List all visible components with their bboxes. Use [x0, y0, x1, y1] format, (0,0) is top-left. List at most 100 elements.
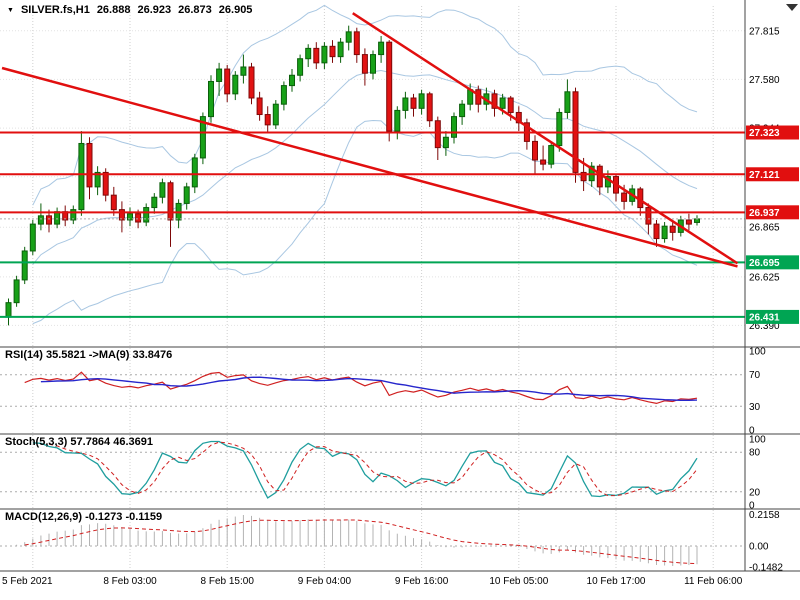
candle-body [451, 116, 457, 138]
rsi-axis-tick: 0 [749, 426, 755, 437]
chart-shift-marker-icon[interactable] [786, 4, 798, 11]
candle-body [378, 41, 385, 56]
price-level-tag[interactable] [746, 205, 799, 220]
candle-body [313, 47, 320, 64]
candle-body [596, 165, 603, 188]
candle-body [199, 116, 206, 159]
candle-body [564, 91, 571, 113]
candle-body [256, 97, 263, 116]
candle-body [353, 31, 360, 56]
candle-body [459, 103, 466, 118]
symbol-dropdown-icon[interactable]: ▼ [7, 6, 14, 14]
stoch-d-line [48, 441, 698, 497]
macd-axis-tick: 0.2158 [749, 510, 780, 521]
rsi-axis-tick: 30 [749, 402, 761, 413]
candle-body [540, 159, 547, 165]
time-label: 5 Feb 2021 [2, 576, 53, 587]
candle-body [102, 171, 109, 196]
grid [0, 6, 745, 568]
candle-body [361, 54, 368, 74]
candle-body [621, 192, 628, 202]
candle-body [272, 103, 279, 126]
candle-body [280, 85, 287, 105]
candle-body [434, 120, 441, 149]
candle-body [442, 136, 449, 149]
candle-body [37, 215, 44, 225]
price-level-tag[interactable] [746, 255, 799, 270]
svg-text:26.695: 26.695 [749, 258, 780, 269]
candle-body [345, 31, 352, 43]
time-label: 10 Feb 17:00 [587, 576, 646, 587]
candle-body [694, 218, 700, 223]
candle-body [532, 140, 538, 161]
rsi-axis-tick: 70 [749, 370, 761, 381]
candle-body [370, 54, 376, 74]
svg-text:27.323: 27.323 [749, 128, 780, 139]
bb-upper [32, 4, 698, 206]
candle-body [13, 279, 20, 304]
candle-body [426, 93, 433, 122]
rsi-indicator-label: RSI(14) 35.5821 ->MA(9) 33.8476 [5, 349, 173, 361]
macd-signal-line [24, 519, 698, 565]
macd-axis-tick: -0.1482 [749, 562, 783, 573]
price-level-tag[interactable] [746, 167, 799, 182]
price-level-tag[interactable] [746, 125, 799, 140]
candle-body [94, 171, 101, 188]
stoch-axis-tick: 100 [749, 435, 766, 446]
stoch-axis-tick: 80 [749, 448, 761, 459]
candle-body [240, 66, 247, 76]
candle-body [29, 223, 36, 252]
candle-body [337, 41, 344, 58]
svg-text:26.937: 26.937 [749, 208, 780, 219]
macd-axis-tick: 0.00 [749, 542, 769, 553]
candle-body [491, 93, 498, 109]
stoch-indicator-label: Stoch(5,3,3) 57.7864 46.3691 [5, 436, 153, 448]
rsi-axis-tick: 100 [749, 347, 766, 358]
stoch-panel [0, 440, 745, 499]
trendline-1[interactable] [1, 66, 738, 268]
candle-body [86, 142, 93, 188]
time-label: 8 Feb 15:00 [201, 576, 255, 587]
horizontal-levels[interactable] [0, 131, 745, 318]
candle-body [70, 209, 77, 221]
symbol-timeframe-label: SILVER.fs,H1 [20, 4, 90, 16]
candle-body [653, 223, 660, 240]
candle-body [127, 213, 133, 221]
candle-body [118, 209, 125, 221]
chart-ohlc-readout: ▼ SILVER.fs,H1 26.888 26.923 26.873 26.9… [7, 4, 252, 16]
candle-body [669, 225, 676, 233]
time-axis[interactable]: 5 Feb 2021 8 Feb 03:00 8 Feb 15:00 9 Feb 04… [2, 576, 743, 587]
time-label: 9 Feb 16:00 [395, 576, 449, 587]
bb-lower [32, 119, 698, 325]
candle-body [191, 157, 198, 188]
price-level-tag[interactable] [746, 309, 799, 324]
candle-body [135, 213, 142, 223]
time-label: 10 Feb 05:00 [489, 576, 548, 587]
candle-body [556, 111, 563, 147]
candle-body [110, 194, 117, 211]
macd-indicator-label: MACD(12,26,9) -0.1273 -0.1159 [5, 511, 163, 523]
candle-body [289, 74, 295, 87]
open-value: 26.888 [96, 4, 131, 16]
rsi-line [24, 371, 698, 405]
candle-body [264, 114, 271, 126]
candle-body [418, 93, 425, 109]
candle-body [167, 182, 174, 221]
low-value: 26.873 [178, 4, 212, 16]
macd-panel [0, 515, 745, 566]
candle-body [297, 58, 304, 76]
candle-body [515, 111, 522, 124]
candle-body [548, 145, 555, 165]
candle-body [232, 74, 239, 95]
stoch-axis-tick: 20 [749, 487, 761, 498]
rsi-ma-line [40, 376, 698, 401]
trendline-2[interactable] [352, 12, 739, 265]
price-axis[interactable]: 27.81527.58027.34427.10926.86526.62526.3… [744, 0, 800, 573]
time-label: 9 Feb 04:00 [298, 576, 352, 587]
price-tick: 27.815 [749, 26, 780, 37]
candle-body [507, 97, 514, 113]
candle-body [321, 45, 328, 64]
candle-body [21, 250, 28, 281]
